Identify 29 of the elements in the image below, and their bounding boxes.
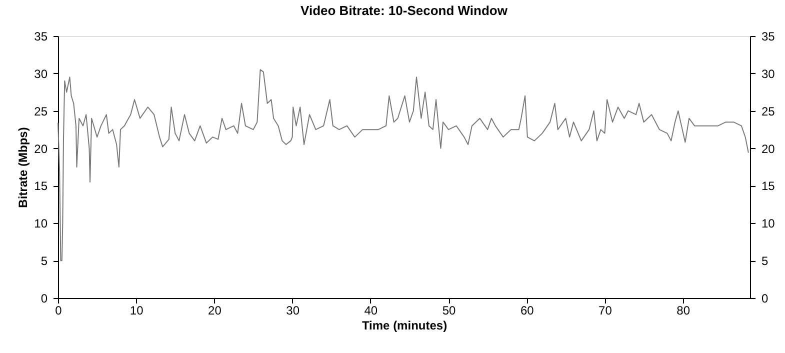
y2-tick-label: 0 [762,292,768,306]
y2-tick-label: 25 [762,104,776,118]
y-tick-label: 0 [40,292,48,306]
x-tick-label: 0 [55,304,62,318]
x-tick-label: 20 [208,304,222,318]
x-tick-label: 40 [364,304,378,318]
y2-tick-label: 15 [762,179,776,194]
chart-title: Video Bitrate: 10-Second Window [300,3,508,18]
x-tick-label: 30 [286,304,300,318]
x-tick-label: 60 [520,304,534,318]
y-axis-title: Bitrate (Mbps) [16,127,30,208]
y2-tick-label: 10 [762,216,776,231]
y-tick-label: 15 [34,179,48,194]
x-tick-label: 50 [442,304,456,318]
y-tick-label: 35 [34,30,48,44]
y2-tick-label: 30 [762,66,776,81]
y-tick-label: 10 [34,216,48,231]
x-tick-label: 10 [130,304,144,318]
y2-tick-label: 20 [762,142,776,156]
y2-tick-label: 5 [762,254,768,268]
y-tick-label: 30 [34,66,48,81]
y-tick-label: 20 [34,142,48,156]
y-tick-label: 5 [40,254,48,268]
y-tick-label: 25 [34,104,48,118]
line-series [58,69,749,262]
x-tick-label: 80 [676,304,690,318]
x-axis-title: Time (minutes) [362,318,448,332]
x-tick-label: 70 [598,304,612,318]
y2-tick-label: 35 [762,30,776,44]
